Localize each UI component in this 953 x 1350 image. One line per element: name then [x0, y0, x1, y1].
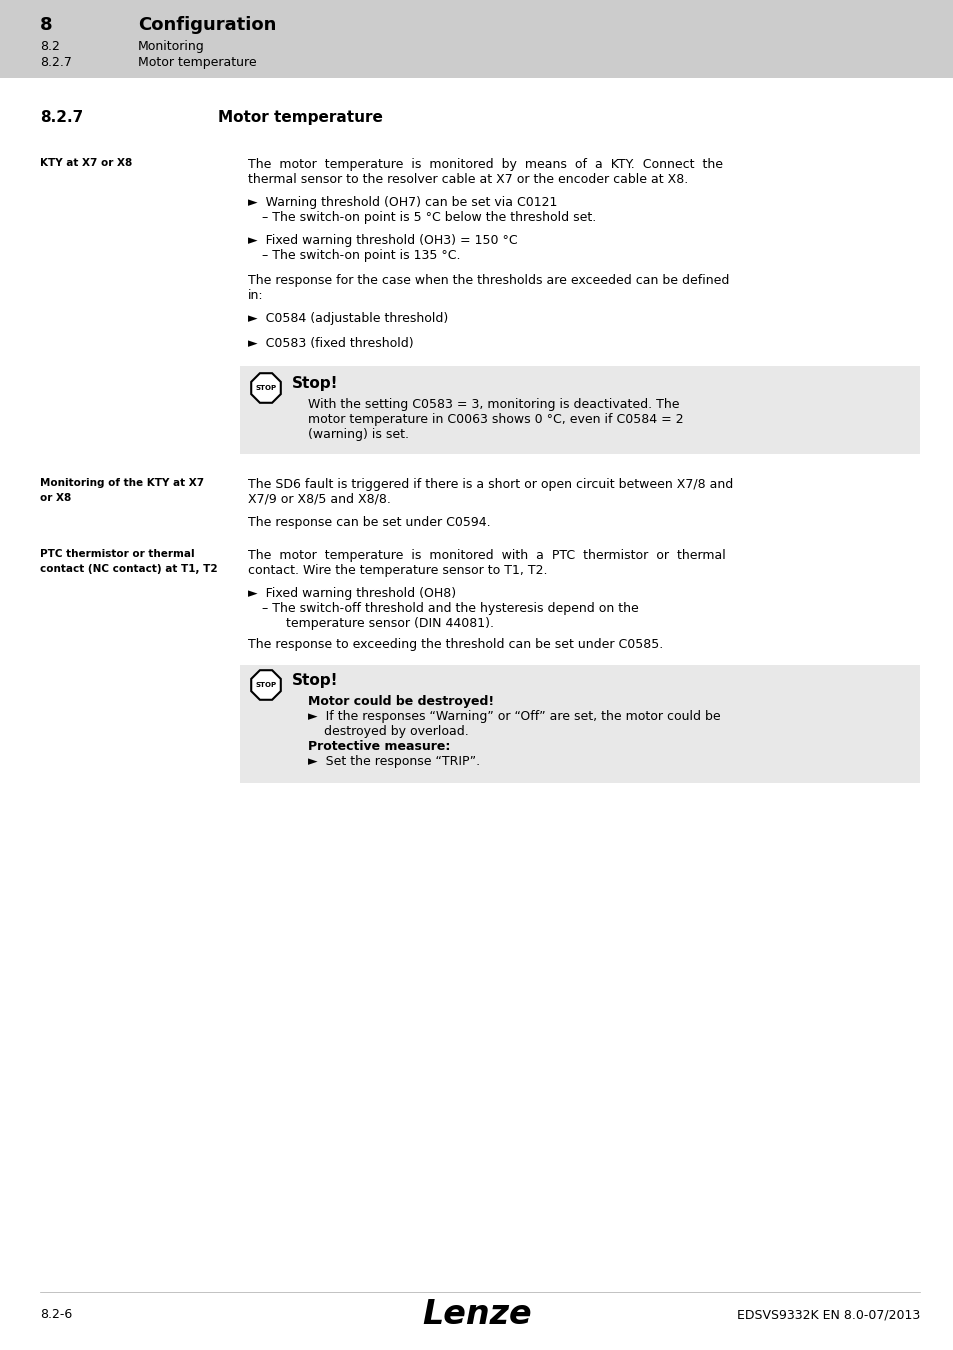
Text: in:: in: [248, 289, 263, 302]
Text: Motor temperature: Motor temperature [138, 55, 256, 69]
FancyBboxPatch shape [240, 666, 919, 783]
Text: 8.2.7: 8.2.7 [40, 109, 83, 126]
Text: ►  Fixed warning threshold (OH8): ► Fixed warning threshold (OH8) [248, 587, 456, 599]
Text: X7/9 or X8/5 and X8/8.: X7/9 or X8/5 and X8/8. [248, 493, 391, 506]
Text: The SD6 fault is triggered if there is a short or open circuit between X7/8 and: The SD6 fault is triggered if there is a… [248, 478, 733, 491]
Text: The response can be set under C0594.: The response can be set under C0594. [248, 516, 490, 529]
Text: (warning) is set.: (warning) is set. [308, 428, 409, 441]
Text: PTC thermistor or thermal
contact (NC contact) at T1, T2: PTC thermistor or thermal contact (NC co… [40, 549, 217, 574]
Text: temperature sensor (DIN 44081).: temperature sensor (DIN 44081). [262, 617, 494, 630]
Text: ►  C0584 (adjustable threshold): ► C0584 (adjustable threshold) [248, 312, 448, 325]
Text: The  motor  temperature  is  monitored  by  means  of  a  KTY.  Connect  the: The motor temperature is monitored by me… [248, 158, 722, 171]
Text: Motor could be destroyed!: Motor could be destroyed! [308, 695, 494, 707]
Text: Stop!: Stop! [292, 674, 338, 688]
FancyBboxPatch shape [0, 0, 953, 78]
Text: contact. Wire the temperature sensor to T1, T2.: contact. Wire the temperature sensor to … [248, 564, 547, 576]
Text: EDSVS9332K EN 8.0-07/2013: EDSVS9332K EN 8.0-07/2013 [736, 1308, 919, 1322]
Polygon shape [251, 373, 280, 402]
Text: – The switch-on point is 135 °C.: – The switch-on point is 135 °C. [262, 248, 460, 262]
Text: 8.2: 8.2 [40, 40, 60, 53]
Text: ►  If the responses “Warning” or “Off” are set, the motor could be: ► If the responses “Warning” or “Off” ar… [308, 710, 720, 724]
Text: 8.2.7: 8.2.7 [40, 55, 71, 69]
Text: ►  C0583 (fixed threshold): ► C0583 (fixed threshold) [248, 338, 414, 350]
Text: ►  Set the response “TRIP”.: ► Set the response “TRIP”. [308, 755, 479, 768]
Text: With the setting C0583 = 3, monitoring is deactivated. The: With the setting C0583 = 3, monitoring i… [308, 398, 679, 410]
Text: motor temperature in C0063 shows 0 °C, even if C0584 = 2: motor temperature in C0063 shows 0 °C, e… [308, 413, 683, 427]
Text: The response to exceeding the threshold can be set under C0585.: The response to exceeding the threshold … [248, 639, 662, 651]
Text: Stop!: Stop! [292, 377, 338, 392]
Text: 8.2-6: 8.2-6 [40, 1308, 72, 1322]
Text: ►  Warning threshold (OH7) can be set via C0121: ► Warning threshold (OH7) can be set via… [248, 196, 557, 209]
Text: thermal sensor to the resolver cable at X7 or the encoder cable at X8.: thermal sensor to the resolver cable at … [248, 173, 687, 186]
Text: Lenze: Lenze [422, 1299, 531, 1331]
Text: ►  Fixed warning threshold (OH3) = 150 °C: ► Fixed warning threshold (OH3) = 150 °C [248, 234, 517, 247]
Text: Monitoring: Monitoring [138, 40, 205, 53]
Text: Configuration: Configuration [138, 16, 276, 34]
Text: 8: 8 [40, 16, 52, 34]
Text: STOP: STOP [255, 385, 276, 391]
Text: The response for the case when the thresholds are exceeded can be defined: The response for the case when the thres… [248, 274, 729, 288]
Text: – The switch-on point is 5 °C below the threshold set.: – The switch-on point is 5 °C below the … [262, 211, 596, 224]
Text: Monitoring of the KTY at X7
or X8: Monitoring of the KTY at X7 or X8 [40, 478, 204, 502]
Text: The  motor  temperature  is  monitored  with  a  PTC  thermistor  or  thermal: The motor temperature is monitored with … [248, 549, 725, 562]
Text: Protective measure:: Protective measure: [308, 740, 450, 753]
Text: KTY at X7 or X8: KTY at X7 or X8 [40, 158, 132, 167]
Text: Motor temperature: Motor temperature [218, 109, 382, 126]
Text: destroyed by overload.: destroyed by overload. [308, 725, 468, 738]
FancyBboxPatch shape [240, 366, 919, 454]
Text: – The switch-off threshold and the hysteresis depend on the: – The switch-off threshold and the hyste… [262, 602, 639, 616]
Text: STOP: STOP [255, 682, 276, 688]
Polygon shape [251, 670, 280, 699]
